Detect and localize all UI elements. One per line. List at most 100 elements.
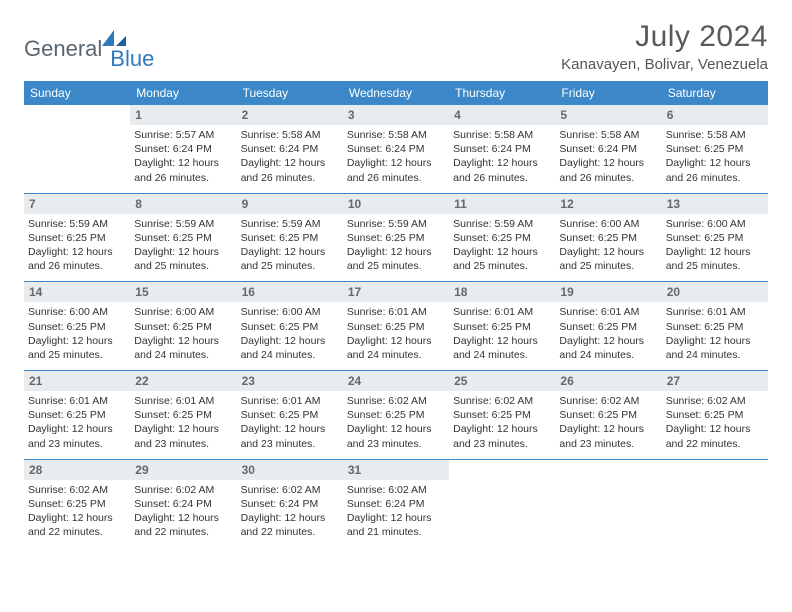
cell-detail: Sunrise: 6:02 AMSunset: 6:25 PMDaylight:… bbox=[28, 483, 126, 540]
sunset-text: Sunset: 6:24 PM bbox=[453, 142, 551, 156]
logo-text-general: General bbox=[24, 36, 102, 62]
header: General Blue July 2024 Kanavayen, Boliva… bbox=[24, 20, 768, 73]
calendar-cell: 8 Sunrise: 5:59 AMSunset: 6:25 PMDaylight… bbox=[130, 193, 236, 282]
sunset-text: Sunset: 6:25 PM bbox=[453, 320, 551, 334]
day-number: 16 bbox=[237, 282, 343, 302]
sunrise-text: Sunrise: 5:57 AM bbox=[134, 128, 232, 142]
daylight-text: Daylight: 12 hours and 23 minutes. bbox=[347, 422, 445, 450]
daylight-text: Daylight: 12 hours and 26 minutes. bbox=[559, 156, 657, 184]
calendar-cell bbox=[449, 459, 555, 547]
cell-detail: Sunrise: 5:59 AMSunset: 6:25 PMDaylight:… bbox=[453, 217, 551, 274]
calendar-cell: 27Sunrise: 6:02 AMSunset: 6:25 PMDayligh… bbox=[662, 371, 768, 460]
calendar-cell: 16Sunrise: 6:00 AMSunset: 6:25 PMDayligh… bbox=[237, 282, 343, 371]
title-block: July 2024 Kanavayen, Bolivar, Venezuela bbox=[561, 20, 768, 73]
sunrise-text: Sunrise: 5:59 AM bbox=[347, 217, 445, 231]
calendar-cell: 6Sunrise: 5:58 AMSunset: 6:25 PMDaylight… bbox=[662, 105, 768, 193]
sunrise-text: Sunrise: 6:01 AM bbox=[28, 394, 126, 408]
daylight-text: Daylight: 12 hours and 23 minutes. bbox=[28, 422, 126, 450]
daylight-text: Daylight: 12 hours and 26 minutes. bbox=[453, 156, 551, 184]
day-number: 22 bbox=[130, 371, 236, 391]
cell-detail: Sunrise: 5:58 AMSunset: 6:24 PMDaylight:… bbox=[559, 128, 657, 185]
daylight-text: Daylight: 12 hours and 25 minutes. bbox=[347, 245, 445, 273]
sunrise-text: Sunrise: 5:59 AM bbox=[134, 217, 232, 231]
sunset-text: Sunset: 6:25 PM bbox=[347, 408, 445, 422]
calendar-cell bbox=[555, 459, 661, 547]
cell-detail: Sunrise: 5:58 AMSunset: 6:24 PMDaylight:… bbox=[241, 128, 339, 185]
sunset-text: Sunset: 6:24 PM bbox=[134, 142, 232, 156]
daylight-text: Daylight: 12 hours and 26 minutes. bbox=[28, 245, 126, 273]
day-number: 3 bbox=[343, 105, 449, 125]
sunrise-text: Sunrise: 5:59 AM bbox=[28, 217, 126, 231]
sunset-text: Sunset: 6:25 PM bbox=[559, 320, 657, 334]
cell-detail: Sunrise: 6:01 AMSunset: 6:25 PMDaylight:… bbox=[666, 305, 764, 362]
daylight-text: Daylight: 12 hours and 23 minutes. bbox=[241, 422, 339, 450]
calendar-table: Sunday Monday Tuesday Wednesday Thursday… bbox=[24, 81, 768, 547]
sunset-text: Sunset: 6:25 PM bbox=[28, 231, 126, 245]
daylight-text: Daylight: 12 hours and 24 minutes. bbox=[241, 334, 339, 362]
daylight-text: Daylight: 12 hours and 24 minutes. bbox=[347, 334, 445, 362]
day-number: 29 bbox=[130, 460, 236, 480]
cell-detail: Sunrise: 6:02 AMSunset: 6:24 PMDaylight:… bbox=[347, 483, 445, 540]
daylight-text: Daylight: 12 hours and 25 minutes. bbox=[241, 245, 339, 273]
calendar-cell: 9Sunrise: 5:59 AMSunset: 6:25 PMDaylight… bbox=[237, 193, 343, 282]
day-number: 12 bbox=[555, 194, 661, 214]
sunset-text: Sunset: 6:25 PM bbox=[134, 408, 232, 422]
sunset-text: Sunset: 6:25 PM bbox=[134, 231, 232, 245]
sunrise-text: Sunrise: 6:01 AM bbox=[241, 394, 339, 408]
sunrise-text: Sunrise: 5:58 AM bbox=[559, 128, 657, 142]
calendar-body: 1Sunrise: 5:57 AMSunset: 6:24 PMDaylight… bbox=[24, 105, 768, 547]
day-number: 15 bbox=[130, 282, 236, 302]
cell-detail: Sunrise: 6:01 AMSunset: 6:25 PMDaylight:… bbox=[559, 305, 657, 362]
day-number: 11 bbox=[449, 194, 555, 214]
daylight-text: Daylight: 12 hours and 23 minutes. bbox=[559, 422, 657, 450]
calendar-cell: 14Sunrise: 6:00 AMSunset: 6:25 PMDayligh… bbox=[24, 282, 130, 371]
calendar-cell: 11 Sunrise: 5:59 AMSunset: 6:25 PMDayligh… bbox=[449, 193, 555, 282]
sunrise-text: Sunrise: 6:00 AM bbox=[134, 305, 232, 319]
cell-detail: Sunrise: 6:01 AMSunset: 6:25 PMDaylight:… bbox=[28, 394, 126, 451]
cell-detail: Sunrise: 6:00 AMSunset: 6:25 PMDaylight:… bbox=[28, 305, 126, 362]
cell-detail: Sunrise: 6:00 AMSunset: 6:25 PMDaylight:… bbox=[666, 217, 764, 274]
cell-detail: Sunrise: 6:02 AMSunset: 6:25 PMDaylight:… bbox=[559, 394, 657, 451]
sunrise-text: Sunrise: 6:02 AM bbox=[134, 483, 232, 497]
daylight-text: Daylight: 12 hours and 21 minutes. bbox=[347, 511, 445, 539]
cell-detail: Sunrise: 5:58 AMSunset: 6:24 PMDaylight:… bbox=[453, 128, 551, 185]
weekday-header-row: Sunday Monday Tuesday Wednesday Thursday… bbox=[24, 81, 768, 105]
sunrise-text: Sunrise: 6:02 AM bbox=[347, 394, 445, 408]
sunset-text: Sunset: 6:24 PM bbox=[559, 142, 657, 156]
sunrise-text: Sunrise: 6:01 AM bbox=[134, 394, 232, 408]
day-number: 8 bbox=[130, 194, 236, 214]
daylight-text: Daylight: 12 hours and 23 minutes. bbox=[453, 422, 551, 450]
cell-detail: Sunrise: 6:01 AMSunset: 6:25 PMDaylight:… bbox=[347, 305, 445, 362]
cell-detail: Sunrise: 5:59 AMSunset: 6:25 PMDaylight:… bbox=[241, 217, 339, 274]
daylight-text: Daylight: 12 hours and 23 minutes. bbox=[134, 422, 232, 450]
cell-detail: Sunrise: 6:02 AMSunset: 6:25 PMDaylight:… bbox=[666, 394, 764, 451]
sunset-text: Sunset: 6:25 PM bbox=[559, 231, 657, 245]
day-number: 26 bbox=[555, 371, 661, 391]
location-subtitle: Kanavayen, Bolivar, Venezuela bbox=[561, 56, 768, 73]
calendar-cell: 2Sunrise: 5:58 AMSunset: 6:24 PMDaylight… bbox=[237, 105, 343, 193]
day-number: 5 bbox=[555, 105, 661, 125]
sunrise-text: Sunrise: 6:02 AM bbox=[347, 483, 445, 497]
cell-detail: Sunrise: 5:59 AMSunset: 6:25 PMDaylight:… bbox=[134, 217, 232, 274]
sunrise-text: Sunrise: 5:59 AM bbox=[453, 217, 551, 231]
sunset-text: Sunset: 6:25 PM bbox=[559, 408, 657, 422]
day-number: 4 bbox=[449, 105, 555, 125]
sunrise-text: Sunrise: 6:01 AM bbox=[559, 305, 657, 319]
sunset-text: Sunset: 6:25 PM bbox=[134, 320, 232, 334]
daylight-text: Daylight: 12 hours and 26 minutes. bbox=[666, 156, 764, 184]
calendar-week-row: 1Sunrise: 5:57 AMSunset: 6:24 PMDaylight… bbox=[24, 105, 768, 193]
sunset-text: Sunset: 6:24 PM bbox=[241, 497, 339, 511]
weekday-header: Tuesday bbox=[237, 81, 343, 105]
day-number: 28 bbox=[24, 460, 130, 480]
calendar-cell bbox=[24, 105, 130, 193]
calendar-cell: 17Sunrise: 6:01 AMSunset: 6:25 PMDayligh… bbox=[343, 282, 449, 371]
sunset-text: Sunset: 6:25 PM bbox=[666, 142, 764, 156]
calendar-week-row: 7Sunrise: 5:59 AMSunset: 6:25 PMDaylight… bbox=[24, 193, 768, 282]
sunrise-text: Sunrise: 5:58 AM bbox=[453, 128, 551, 142]
daylight-text: Daylight: 12 hours and 24 minutes. bbox=[559, 334, 657, 362]
sunrise-text: Sunrise: 5:58 AM bbox=[241, 128, 339, 142]
daylight-text: Daylight: 12 hours and 22 minutes. bbox=[241, 511, 339, 539]
sunset-text: Sunset: 6:25 PM bbox=[666, 231, 764, 245]
sunrise-text: Sunrise: 6:02 AM bbox=[666, 394, 764, 408]
day-number: 25 bbox=[449, 371, 555, 391]
